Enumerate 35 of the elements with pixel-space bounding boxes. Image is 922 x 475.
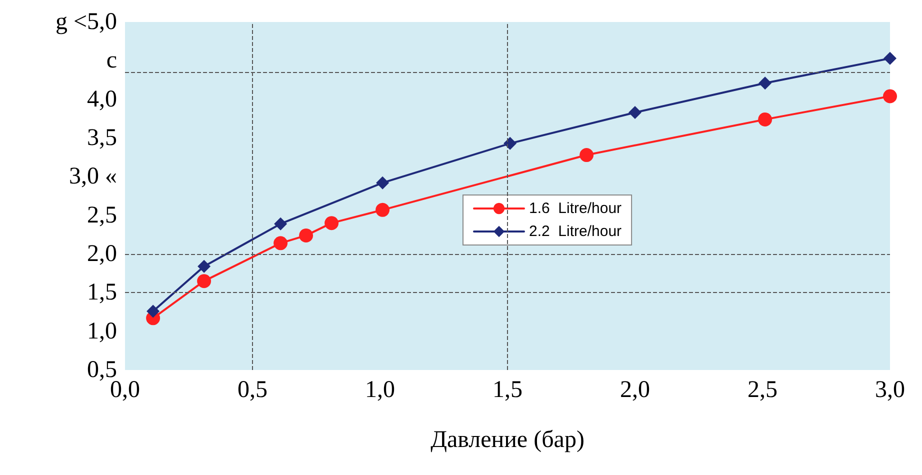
legend-label: 1.6 Litre/hour [529, 200, 622, 217]
point [758, 112, 772, 126]
x-tick-label: 2,0 [620, 377, 650, 403]
legend-label: 2.2 Litre/hour [529, 223, 622, 240]
x-tick-label: 0,5 [238, 377, 268, 403]
x-tick-label: 1,5 [492, 377, 522, 403]
y-tick-label: 1,5 [87, 280, 117, 306]
point [324, 216, 339, 230]
x-tick-label: 0,0 [110, 377, 140, 403]
point [628, 106, 642, 119]
point [376, 202, 390, 217]
point [197, 274, 212, 288]
point [883, 89, 897, 104]
x-tick-label: 3,0 [875, 377, 905, 403]
y-tick-label: c [106, 48, 117, 74]
point [274, 236, 288, 250]
x-axis-title: Давление (бар) [430, 427, 584, 453]
y-tick-label: 4,0 [87, 86, 117, 112]
point [884, 52, 896, 65]
point [376, 176, 390, 190]
point [299, 228, 314, 242]
y-tick-label: 3,5 [87, 125, 117, 151]
x-tick-label: 1,0 [365, 377, 395, 403]
point [274, 217, 288, 230]
point [146, 304, 160, 318]
point [758, 76, 772, 90]
x-tick-label: 2,5 [748, 377, 778, 403]
y-tick-label: 3,0 « [69, 164, 117, 190]
y-tick-label: 2,0 [87, 241, 117, 267]
point [198, 260, 211, 273]
point [504, 136, 517, 150]
y-tick-label: 2,5 [87, 202, 117, 228]
y-tick-label: g <5,0 [55, 9, 117, 35]
y-tick-label: 1,0 [87, 318, 117, 344]
point [580, 148, 594, 162]
